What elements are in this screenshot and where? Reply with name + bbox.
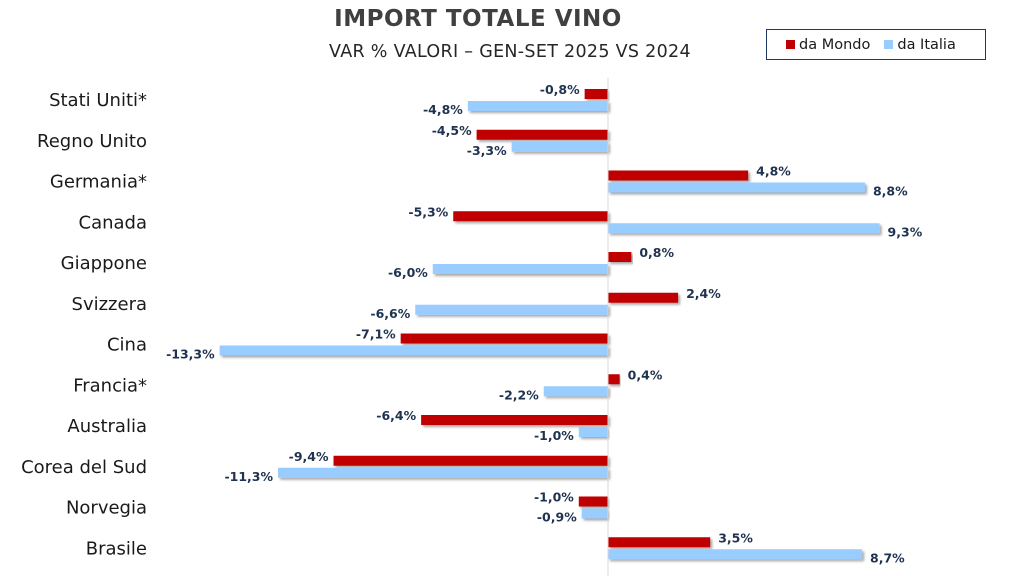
bar-da-mondo-regno-unito [476, 129, 608, 140]
legend: da Mondo da Italia [766, 29, 986, 60]
bar-da-italia-francia [543, 386, 608, 397]
data-labels: -0,8% -4,8% -4,5% -3,3% 4,8% 8,8% -5,3% 9,3% 0,8… [166, 82, 923, 565]
data-label-da-italia-svizzera: -6,6% [370, 306, 410, 321]
data-label-da-italia-regno-unito: -3,3% [467, 143, 507, 158]
bar-da-italia-regno-unito [511, 141, 608, 152]
bar-da-mondo-francia [608, 374, 620, 385]
category-label-norvegia: Norvegia [66, 498, 147, 519]
bar-da-italia-svizzera [415, 304, 608, 315]
data-label-da-mondo-regno-unito: -4,5% [432, 123, 472, 138]
bar-da-mondo-norvegia [578, 496, 608, 507]
bar-da-italia-brasile [608, 549, 863, 560]
data-label-da-italia-brasile: 8,7% [870, 550, 905, 565]
data-label-da-mondo-brasile: 3,5% [718, 530, 753, 545]
data-label-da-mondo-norvegia: -1,0% [534, 490, 574, 505]
data-label-da-italia-cina: -13,3% [166, 347, 215, 362]
bar-da-mondo-canada [453, 211, 608, 222]
bar-da-italia-canada [608, 223, 880, 234]
data-label-da-italia-australia: -1,0% [534, 428, 574, 443]
category-label-australia: Australia [67, 416, 147, 437]
bar-da-mondo-giappone [608, 252, 632, 262]
bar-da-italia-corea-del-sud [278, 467, 608, 478]
bar-da-mondo-cina [400, 333, 608, 344]
legend-item-da-italia: da Italia [884, 37, 956, 53]
category-label-cina: Cina [107, 335, 147, 356]
bar-da-mondo-svizzera [608, 292, 679, 303]
data-label-da-mondo-svizzera: 2,4% [686, 286, 721, 301]
chart-subtitle: VAR % VALORI – GEN-SET 2025 VS 2024 [0, 42, 1024, 62]
bar-da-italia-germania [608, 182, 865, 193]
legend-swatch-da-mondo [786, 40, 795, 49]
category-label-regno-unito: Regno Unito [37, 131, 147, 152]
category-label-corea-del-sud: Corea del Sud [21, 457, 147, 478]
data-label-da-italia-canada: 9,3% [888, 224, 923, 239]
data-label-da-mondo-francia: 0,4% [628, 367, 663, 382]
data-label-da-mondo-canada: -5,3% [408, 204, 448, 219]
chart-title-text: IMPORT TOTALE VINO [334, 6, 622, 32]
category-label-canada: Canada [79, 212, 148, 233]
category-label-stati-uniti: Stati Uniti* [49, 90, 147, 111]
chart-subtitle-text: VAR % VALORI – GEN-SET 2025 VS 2024 [329, 42, 691, 62]
data-label-da-italia-germania: 8,8% [873, 184, 908, 199]
data-label-da-mondo-cina: -7,1% [356, 327, 396, 342]
category-label-svizzera: Svizzera [72, 294, 147, 315]
bar-da-mondo-stati-uniti [584, 89, 608, 99]
category-label-francia: Francia* [73, 375, 147, 396]
bar-da-mondo-brasile [608, 537, 711, 548]
data-label-da-italia-giappone: -6,0% [388, 265, 428, 280]
bar-da-italia-australia [578, 427, 608, 437]
data-label-da-italia-stati-uniti: -4,8% [423, 102, 463, 117]
bars-layer [219, 89, 880, 560]
data-label-da-mondo-giappone: 0,8% [639, 245, 674, 260]
bar-da-mondo-corea-del-sud [333, 455, 608, 466]
category-label-giappone: Giappone [61, 253, 147, 274]
category-label-brasile: Brasile [86, 538, 147, 559]
data-label-da-mondo-australia: -6,4% [376, 408, 416, 423]
legend-item-da-mondo: da Mondo [786, 37, 870, 53]
data-label-da-italia-francia: -2,2% [499, 387, 539, 402]
bar-da-mondo-australia [421, 415, 608, 425]
bar-da-italia-giappone [432, 264, 608, 274]
data-label-da-mondo-germania: 4,8% [756, 164, 791, 179]
category-label-germania: Germania* [50, 172, 147, 193]
chart-title: IMPORT TOTALE VINO [0, 6, 1024, 32]
data-label-da-mondo-corea-del-sud: -9,4% [289, 449, 329, 464]
category-labels: Stati Uniti* Regno Unito Germania* Canada Gi… [21, 90, 147, 559]
bar-da-italia-stati-uniti [467, 101, 608, 111]
bar-da-italia-norvegia [581, 508, 608, 519]
data-label-da-italia-corea-del-sud: -11,3% [224, 469, 273, 484]
legend-label-da-mondo: da Mondo [799, 36, 871, 53]
legend-label-da-italia: da Italia [897, 36, 956, 53]
bar-da-mondo-germania [608, 170, 749, 181]
data-label-da-italia-norvegia: -0,9% [537, 510, 577, 525]
data-label-da-mondo-stati-uniti: -0,8% [540, 82, 580, 97]
bar-da-italia-cina [219, 345, 608, 356]
legend-swatch-da-italia [884, 40, 894, 49]
